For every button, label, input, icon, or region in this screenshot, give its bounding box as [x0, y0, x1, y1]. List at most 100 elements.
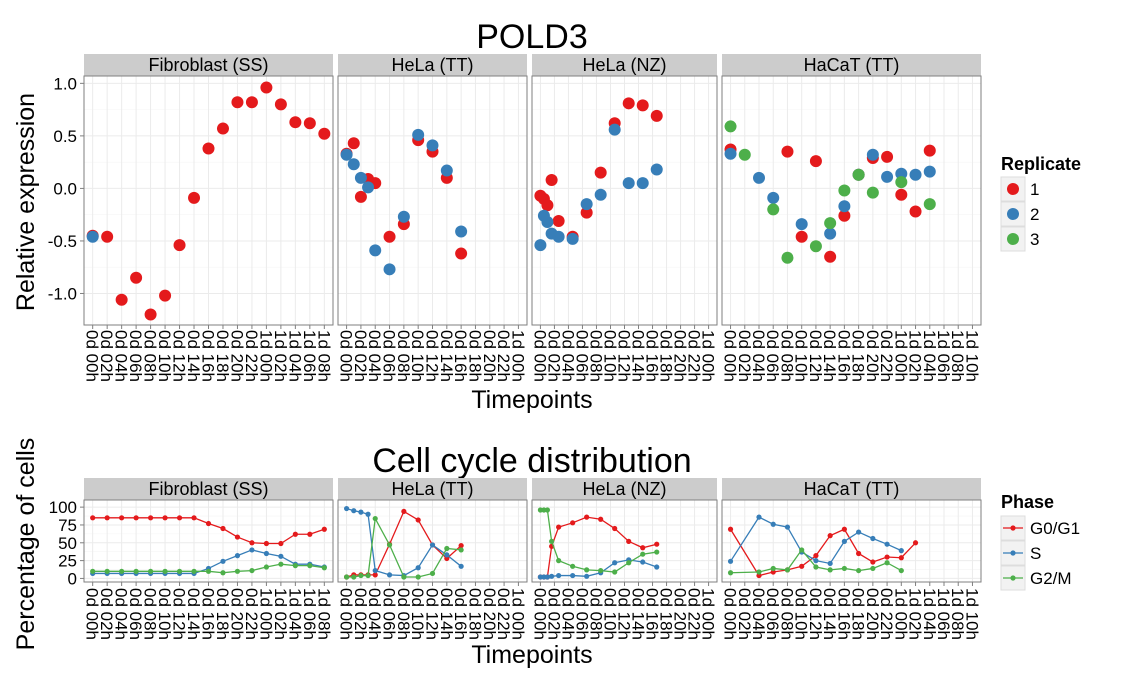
facet-strip	[532, 478, 717, 500]
x-tick-label: 0d 16h	[451, 588, 470, 640]
data-point	[856, 529, 862, 535]
data-point	[584, 573, 590, 579]
facet-strip-label: HeLa (TT)	[391, 479, 473, 499]
x-tick-label: 1d 08h	[948, 330, 967, 382]
data-point	[756, 514, 762, 520]
data-point	[343, 505, 350, 512]
x-tick-label: 0d 00h	[530, 588, 549, 640]
data-point	[397, 210, 410, 223]
x-tick-label: 0d 12h	[806, 330, 825, 382]
x-tick-label: 0d 14h	[820, 330, 839, 382]
data-point	[104, 515, 110, 521]
facet-strip-label: HeLa (NZ)	[582, 479, 666, 499]
legend-title-phase: Phase	[1001, 492, 1054, 512]
x-tick-label: 1d 00h	[256, 330, 275, 382]
data-point	[343, 574, 350, 580]
panel-border	[721, 75, 982, 326]
x-tick-label: 0d 04h	[558, 588, 577, 640]
data-point	[640, 551, 646, 557]
data-point	[650, 163, 663, 176]
x-tick-label: 0d 04h	[365, 588, 384, 640]
x-tick-label: 1d 04h	[920, 588, 939, 640]
x-tick-label: 0d 04h	[749, 330, 768, 382]
data-point	[307, 563, 313, 569]
data-point	[351, 508, 357, 514]
data-point	[724, 120, 737, 133]
x-tick-label: 0d 06h	[572, 330, 591, 382]
data-point	[458, 543, 464, 549]
x-tick-label: 0d 00h	[337, 588, 356, 640]
data-point	[781, 145, 794, 158]
data-point	[372, 572, 378, 578]
data-point	[549, 573, 555, 579]
x-tick-label: 1d 08h	[314, 588, 333, 640]
x-tick-label: 1d 00h	[699, 330, 718, 382]
data-point	[278, 553, 284, 559]
data-point	[173, 239, 186, 252]
x-tick-label: 0d 16h	[199, 330, 218, 382]
x-tick-label: 0d 10h	[155, 330, 174, 382]
legend-title-replicate: Replicate	[1001, 154, 1081, 174]
x-tick-label: 1d 00h	[699, 588, 718, 640]
legend-point	[1010, 575, 1016, 581]
data-point	[115, 293, 128, 306]
facet-strip-label: HaCaT (TT)	[804, 55, 900, 75]
x-tick-label: 1d 00h	[891, 588, 910, 640]
data-point	[895, 176, 908, 189]
data-point	[401, 574, 407, 580]
x-tick-label: 0d 04h	[365, 330, 384, 382]
panel-border	[83, 499, 334, 583]
data-point	[799, 547, 805, 553]
legend-label: 1	[1030, 180, 1039, 199]
data-point	[608, 123, 621, 136]
data-point	[552, 214, 565, 227]
y-tick-label: 0.0	[53, 179, 77, 198]
x-tick-label: 0d 18h	[849, 330, 868, 382]
x-tick-label: 0d 12h	[806, 588, 825, 640]
data-point	[799, 563, 805, 569]
data-point	[636, 177, 649, 190]
x-tick-label: 0d 06h	[572, 588, 591, 640]
x-tick-label: 0d 20h	[863, 330, 882, 382]
data-point	[216, 122, 229, 135]
y-tick-label: 1.0	[53, 74, 77, 93]
data-point	[176, 515, 183, 521]
legend-point	[1007, 183, 1019, 195]
data-point	[386, 542, 393, 548]
x-tick-label: 0d 14h	[629, 330, 648, 382]
data-point	[234, 534, 241, 540]
x-tick-label: 0d 16h	[834, 588, 853, 640]
x-tick-label: 1d 04h	[920, 330, 939, 382]
data-point	[866, 148, 879, 161]
data-point	[292, 563, 298, 569]
data-point	[263, 540, 270, 547]
data-point	[622, 177, 635, 190]
data-point	[347, 158, 360, 171]
x-tick-label: 0d 02h	[735, 330, 754, 382]
x-tick-label: 0d 18h	[465, 588, 484, 640]
legend-phase: Phase G0/G1 S G2/M	[1000, 492, 1080, 591]
data-point	[612, 525, 618, 532]
facet-strip	[722, 478, 981, 500]
y-tick-label: 75	[58, 516, 77, 535]
data-point	[455, 225, 468, 238]
legend-point	[1010, 550, 1016, 556]
data-point	[545, 174, 558, 187]
x-tick-label: 1d 02h	[271, 588, 290, 640]
data-point	[318, 127, 331, 140]
data-point	[358, 509, 364, 515]
data-point	[584, 514, 590, 520]
data-point	[813, 558, 819, 564]
data-point	[321, 526, 327, 532]
data-point	[369, 244, 382, 257]
data-point	[321, 565, 327, 571]
data-point	[249, 547, 255, 553]
legend-label: 3	[1030, 230, 1039, 249]
data-point	[162, 515, 168, 521]
data-point	[191, 515, 197, 521]
facet-strip	[338, 478, 527, 500]
